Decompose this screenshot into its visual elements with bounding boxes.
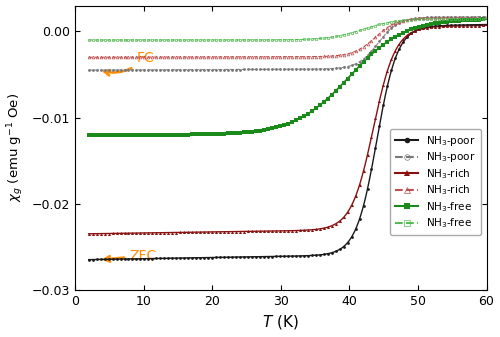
Y-axis label: $\chi_g$ (emu g$^{-1}$ Oe): $\chi_g$ (emu g$^{-1}$ Oe) bbox=[6, 93, 26, 202]
Legend: NH$_3$-poor, NH$_3$-poor, NH$_3$-rich, NH$_3$-rich, NH$_3$-free, NH$_3$-free: NH$_3$-poor, NH$_3$-poor, NH$_3$-rich, N… bbox=[390, 129, 482, 235]
Text: ZFC: ZFC bbox=[104, 249, 157, 263]
Text: FC: FC bbox=[104, 51, 154, 75]
X-axis label: $T$ (K): $T$ (K) bbox=[262, 313, 299, 332]
